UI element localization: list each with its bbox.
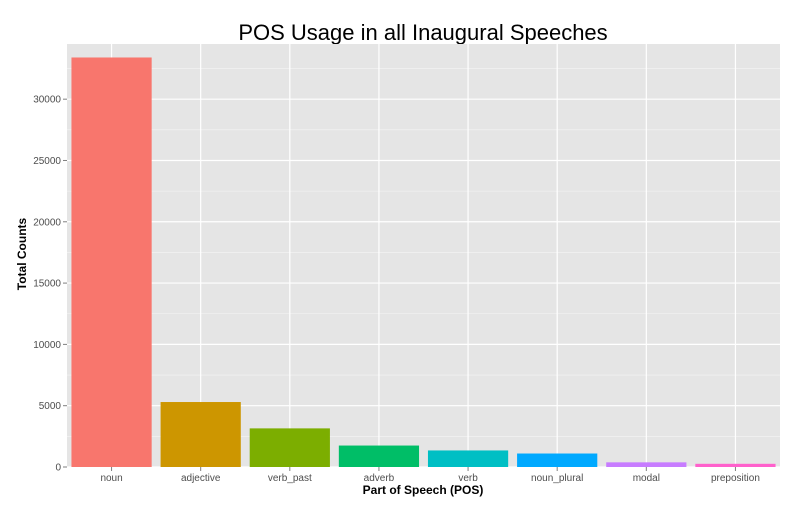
y-tick-label: 15000 xyxy=(33,279,61,290)
bar-preposition xyxy=(695,463,776,467)
x-tick-label: noun xyxy=(100,473,122,484)
bar-verb_past xyxy=(249,428,330,467)
y-tick-label: 25000 xyxy=(33,156,61,167)
bar-verb xyxy=(427,450,509,467)
x-tick-label: modal xyxy=(633,473,660,484)
bars xyxy=(71,57,776,467)
bar-noun xyxy=(71,57,152,467)
plot-panel xyxy=(67,44,780,467)
x-axis-title: Part of Speech (POS) xyxy=(363,483,484,497)
y-axis-title: Total Counts xyxy=(15,217,29,290)
y-tick-label: 20000 xyxy=(33,217,61,228)
y-tick-label: 10000 xyxy=(33,340,61,351)
x-tick-label: adverb xyxy=(364,473,395,484)
y-tick-label: 5000 xyxy=(39,401,62,412)
x-tick-label: verb_past xyxy=(268,473,312,484)
y-axis-ticks: 0 5000 10000 15000 20000 25000 30000 xyxy=(33,95,67,474)
bar-adverb xyxy=(338,445,420,467)
y-tick-label: 0 xyxy=(55,463,61,474)
x-tick-label: adjective xyxy=(181,473,221,484)
bar-noun_plural xyxy=(517,453,598,467)
bar-modal xyxy=(606,462,687,467)
x-axis-ticks: noun adjective verb_past adverb verb noun_plu… xyxy=(100,467,760,484)
x-tick-label: noun_plural xyxy=(531,473,583,484)
y-tick-label: 30000 xyxy=(33,95,61,106)
x-tick-label: preposition xyxy=(711,473,760,484)
x-tick-label: verb xyxy=(458,473,478,484)
bar-adjective xyxy=(160,402,241,467)
chart-title: POS Usage in all Inaugural Speeches xyxy=(238,20,607,45)
